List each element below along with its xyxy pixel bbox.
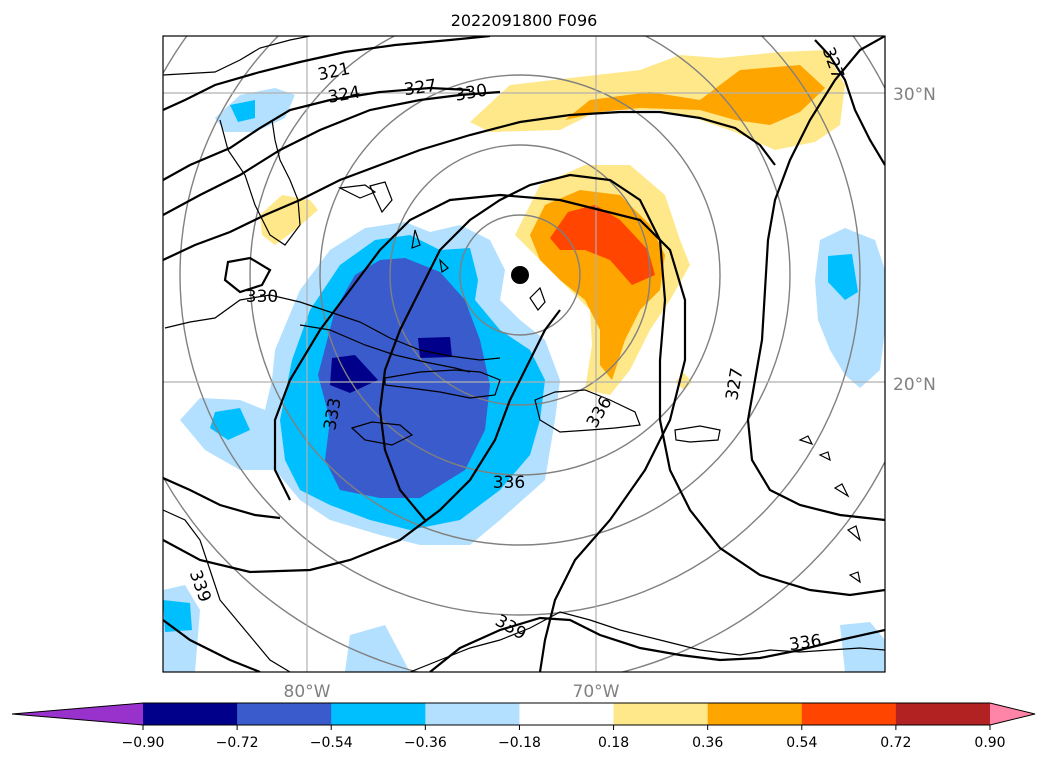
coast-lesser-antilles [798,435,862,584]
coast-cuba-north [164,294,501,361]
colorbar-tick-label: 0.90 [974,735,1005,751]
coast-central-america [163,509,291,672]
contour-339-s [429,616,885,672]
contour-327-north [163,90,501,216]
coast-puerto-rico [674,425,721,443]
colorbar-tick-label: 0.18 [598,735,629,751]
colorbar-tick-label: 0.36 [692,735,723,751]
coastlines [163,36,885,672]
colorbar-box [237,703,332,725]
colorbar-box [707,703,803,725]
contour-label: 336 [493,473,525,493]
colorbar-box [895,703,991,725]
colorbar-box [801,703,897,725]
lat-label-30n: 30°N [893,85,936,105]
colorbar: −0.90 −0.72 −0.54 −0.36 −0.18 0.18 0.36 0.54 0.7… [11,702,1036,751]
map-title: 2022091800 F096 [451,11,598,30]
contour-333-inner [378,173,885,597]
anomaly-navy [330,337,452,393]
contour-333 [273,193,687,672]
region-navy-2 [418,337,452,358]
colorbar-tick-label: 0.54 [786,735,817,751]
region-navy-1 [330,355,378,393]
region-medium-blue-east [828,254,858,300]
lon-label-80w: 80°W [284,682,331,702]
coast-florida [219,119,301,246]
colorbar-extend-max [990,703,1035,725]
coast-jamaica [350,421,414,446]
coast-hispaniola-west [384,369,501,399]
contour-330-cell [223,256,272,294]
contour-324 [163,86,471,181]
region-medium-blue-west [210,408,250,440]
contour-336-west [163,309,561,574]
contour-label: 330 [246,287,278,307]
region-orange-north [565,65,825,125]
colorbar-tick-label: −0.54 [310,735,353,751]
contour-339-w [163,619,261,672]
colorbar-box [613,703,709,725]
coast-bahamas-2 [369,181,393,214]
contour-label: 336 [788,631,823,655]
region-light-blue-s [345,625,410,672]
coast-cuba-south [299,324,471,373]
lon-label-70w: 70°W [573,682,620,702]
colorbar-box [331,703,426,725]
anomaly-royal-blue [318,258,490,498]
theta-contours [163,36,885,672]
region-yellow-florida [260,195,318,245]
colorbar-tick-label: −0.90 [122,735,165,751]
coast-bahamas-4 [439,258,449,274]
storm-center-marker [511,266,529,284]
region-light-blue-se [840,622,885,672]
range-rings [163,36,885,672]
contour-label: 327 [403,76,438,100]
colorbar-extend-min [12,703,143,725]
contour-330 [163,110,776,261]
contour-324-east [814,39,885,166]
contour-321 [163,36,491,112]
colorbar-tick-label: −0.36 [404,735,447,751]
region-medium-blue-nw [230,100,255,122]
colorbar-box [143,703,238,725]
colorbar-tick-label: −0.18 [498,735,541,751]
map-frame [162,35,886,673]
colorbar-box [519,703,615,725]
graticule [163,36,885,672]
lat-label-20n: 20°N [893,375,936,395]
region-medium-blue-sw [163,600,192,632]
contour-336-sw [163,476,281,520]
colorbar-box [425,703,520,725]
coast-island-diamond [529,286,546,311]
coast-bahamas-1 [337,184,377,199]
colorbar-tick-label: 0.72 [880,735,911,751]
contour-327-east [746,36,885,522]
coast-hispaniola-east [534,389,641,433]
coast-us [163,36,311,76]
coast-bahamas-3 [411,229,421,249]
map-area: 321 324 327 330 330 333 336 336 339 339 … [163,36,885,672]
coast-south-america [409,611,885,672]
colorbar-tick-label: −0.72 [216,735,259,751]
anomaly-red-orange [550,205,655,285]
